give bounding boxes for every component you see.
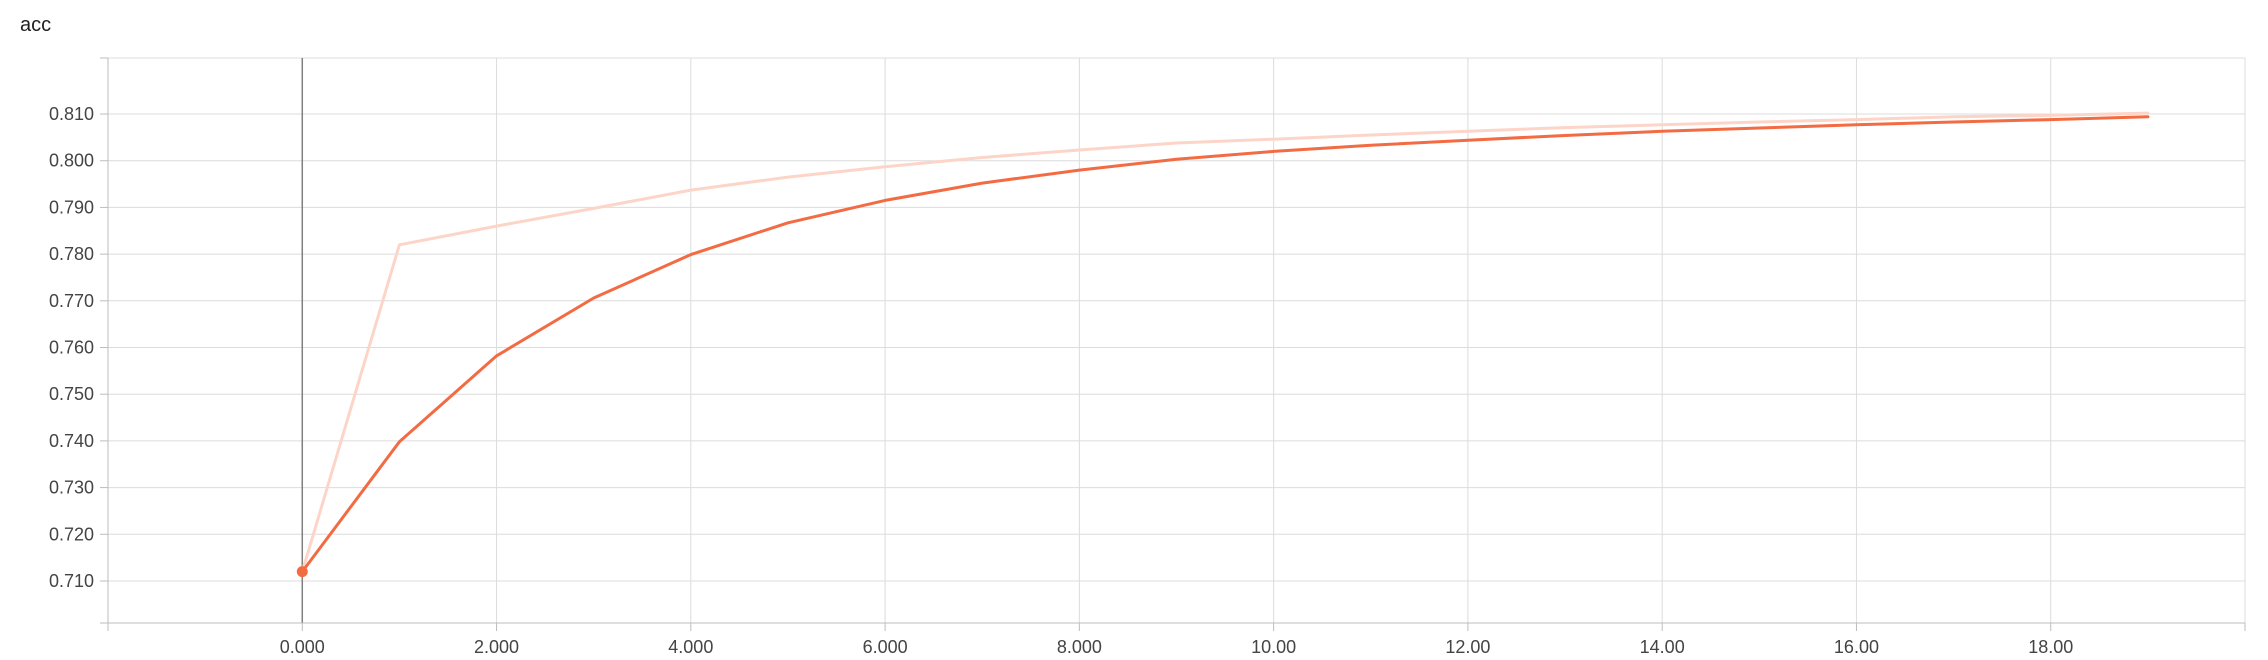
y-tick-label: 0.800 xyxy=(49,151,94,171)
series-line-smoothed xyxy=(300,115,2150,574)
y-tick-label: 0.750 xyxy=(49,384,94,404)
y-tick-label: 0.720 xyxy=(49,524,94,544)
y-tick-label: 0.790 xyxy=(49,197,94,217)
x-tick-label: 2.000 xyxy=(474,637,519,657)
series-line-raw xyxy=(300,111,2150,574)
x-tick-label: 4.000 xyxy=(668,637,713,657)
chart-title: acc xyxy=(20,14,52,36)
x-tick-label: 8.000 xyxy=(1057,637,1102,657)
y-tick-label: 0.760 xyxy=(49,338,94,358)
x-tick-label: 14.00 xyxy=(1640,637,1685,657)
y-tick-label: 0.710 xyxy=(49,571,94,591)
series-lines xyxy=(296,111,2150,578)
x-tick-label: 0.000 xyxy=(280,637,325,657)
y-tick-label: 0.780 xyxy=(49,244,94,264)
x-tick-label: 18.00 xyxy=(2028,637,2073,657)
x-tick-label: 12.00 xyxy=(1445,637,1490,657)
y-tick-label: 0.730 xyxy=(49,478,94,498)
x-tick-label: 10.00 xyxy=(1251,637,1296,657)
y-tick-label: 0.740 xyxy=(49,431,94,451)
axes xyxy=(100,57,2246,631)
y-tick-label: 0.770 xyxy=(49,291,94,311)
highlight-point xyxy=(296,566,308,578)
x-tick-label: 16.00 xyxy=(1834,637,1879,657)
tick-labels: 0.710 0.720 0.730 0.740 0.750 0.760 0.770 0.780… xyxy=(49,104,2073,657)
x-tick-label: 6.000 xyxy=(863,637,908,657)
y-tick-label: 0.810 xyxy=(49,104,94,124)
